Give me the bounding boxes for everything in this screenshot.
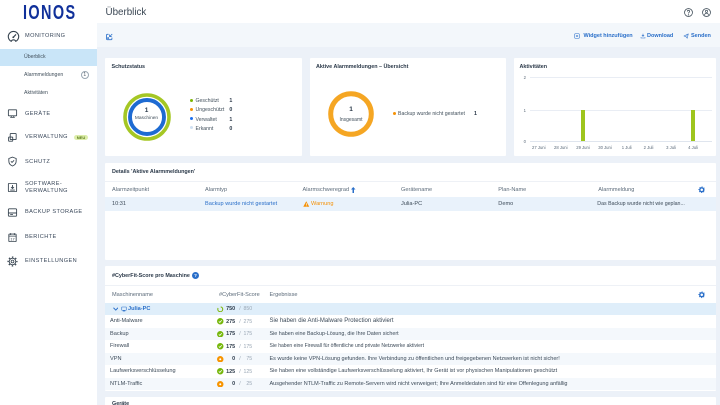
- svg-text:?: ?: [194, 273, 197, 278]
- svg-text:17: 17: [10, 236, 14, 241]
